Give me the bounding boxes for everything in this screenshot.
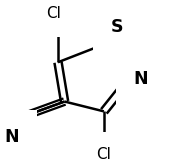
Text: Cl: Cl — [96, 147, 111, 162]
Text: S: S — [111, 18, 123, 36]
Text: Cl: Cl — [46, 6, 61, 21]
Text: N: N — [5, 128, 19, 146]
Text: N: N — [133, 70, 148, 88]
